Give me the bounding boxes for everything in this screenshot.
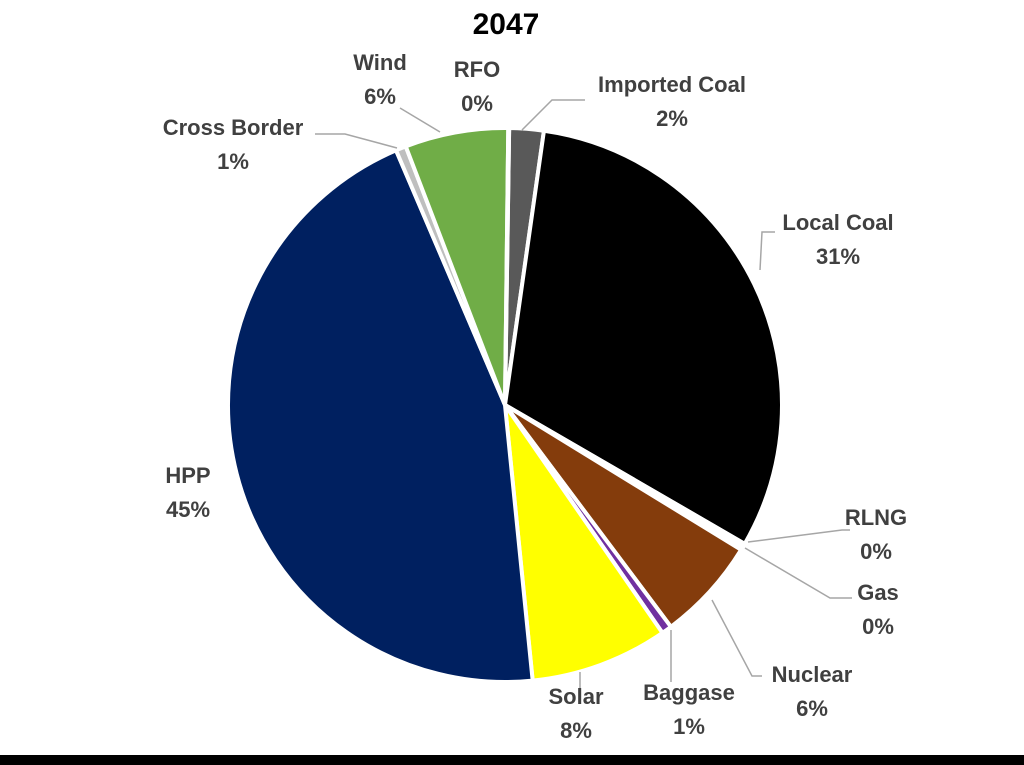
slice-value-solar: 8% — [560, 718, 592, 743]
slice-label-gas: Gas — [857, 580, 899, 605]
slice-label-local-coal: Local Coal — [782, 210, 893, 235]
slice-value-local-coal: 31% — [816, 244, 860, 269]
leader-line-nuclear — [711, 599, 762, 677]
slice-value-rlng: 0% — [860, 539, 892, 564]
leader-line-wind — [399, 107, 441, 133]
slice-label-rlng: RLNG — [845, 505, 907, 530]
slice-value-imported-coal: 2% — [656, 106, 688, 131]
pie-slice-hpp — [226, 147, 535, 684]
leader-line-imported-coal — [521, 99, 585, 131]
slice-label-solar: Solar — [548, 684, 603, 709]
chart-title: 2047 — [472, 8, 540, 41]
pie-slice-solar — [503, 403, 666, 683]
leader-line-rlng — [747, 529, 850, 543]
slice-label-wind: Wind — [353, 50, 407, 75]
slice-label-cross-border: Cross Border — [163, 115, 304, 140]
leader-line-gas — [744, 547, 852, 599]
slice-value-hpp: 45% — [166, 497, 210, 522]
slice-value-wind: 6% — [364, 84, 396, 109]
leader-line-local-coal — [759, 231, 775, 271]
slice-label-baggase: Baggase — [643, 680, 735, 705]
slice-value-rfo: 0% — [461, 91, 493, 116]
pie-slice-local-coal — [502, 128, 784, 547]
slice-label-rfo: RFO — [454, 57, 500, 82]
slice-label-nuclear: Nuclear — [772, 662, 853, 687]
slice-value-gas: 0% — [862, 614, 894, 639]
slice-value-nuclear: 6% — [796, 696, 828, 721]
slice-label-hpp: HPP — [165, 463, 210, 488]
slice-label-imported-coal: Imported Coal — [598, 72, 746, 97]
slice-value-baggase: 1% — [673, 714, 705, 739]
slice-value-cross-border: 1% — [217, 149, 249, 174]
leader-line-cross-border — [315, 133, 398, 149]
bottom-border — [0, 755, 1024, 765]
pie-slice-rfo — [503, 125, 512, 406]
